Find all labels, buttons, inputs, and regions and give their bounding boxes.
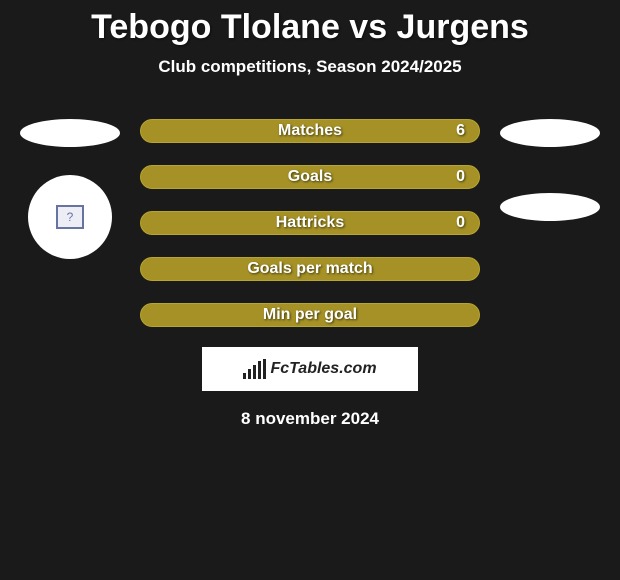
stats-column: Matches 6 Goals 0 Hattricks 0 Goals per … — [140, 119, 480, 327]
source-logo: FcTables.com — [202, 347, 418, 391]
page-title: Tebogo Tlolane vs Jurgens — [0, 0, 620, 47]
stat-label: Goals per match — [247, 260, 372, 278]
stat-row-goals: Goals 0 — [140, 165, 480, 189]
stat-label: Goals — [288, 168, 332, 186]
left-column: ? — [20, 119, 120, 327]
stat-label: Min per goal — [263, 306, 357, 324]
stat-row-min-per-goal: Min per goal — [140, 303, 480, 327]
logo-text: FcTables.com — [270, 360, 376, 378]
chart-icon — [243, 359, 266, 379]
right-column — [500, 119, 600, 327]
stat-value: 0 — [456, 168, 465, 186]
stat-value: 0 — [456, 214, 465, 232]
team-badge-placeholder — [500, 193, 600, 221]
stat-row-hattricks: Hattricks 0 — [140, 211, 480, 235]
stat-value: 6 — [456, 122, 465, 140]
page-subtitle: Club competitions, Season 2024/2025 — [0, 57, 620, 77]
player-avatar-placeholder — [500, 119, 600, 147]
badge-icon: ? — [56, 205, 84, 229]
stat-row-matches: Matches 6 — [140, 119, 480, 143]
footer-date: 8 november 2024 — [0, 409, 620, 429]
main-content: ? Matches 6 Goals 0 Hattricks 0 Goals pe… — [0, 119, 620, 327]
team-badge-placeholder: ? — [28, 175, 112, 259]
stat-row-goals-per-match: Goals per match — [140, 257, 480, 281]
player-avatar-placeholder — [20, 119, 120, 147]
stat-label: Matches — [278, 122, 342, 140]
stat-label: Hattricks — [276, 214, 344, 232]
